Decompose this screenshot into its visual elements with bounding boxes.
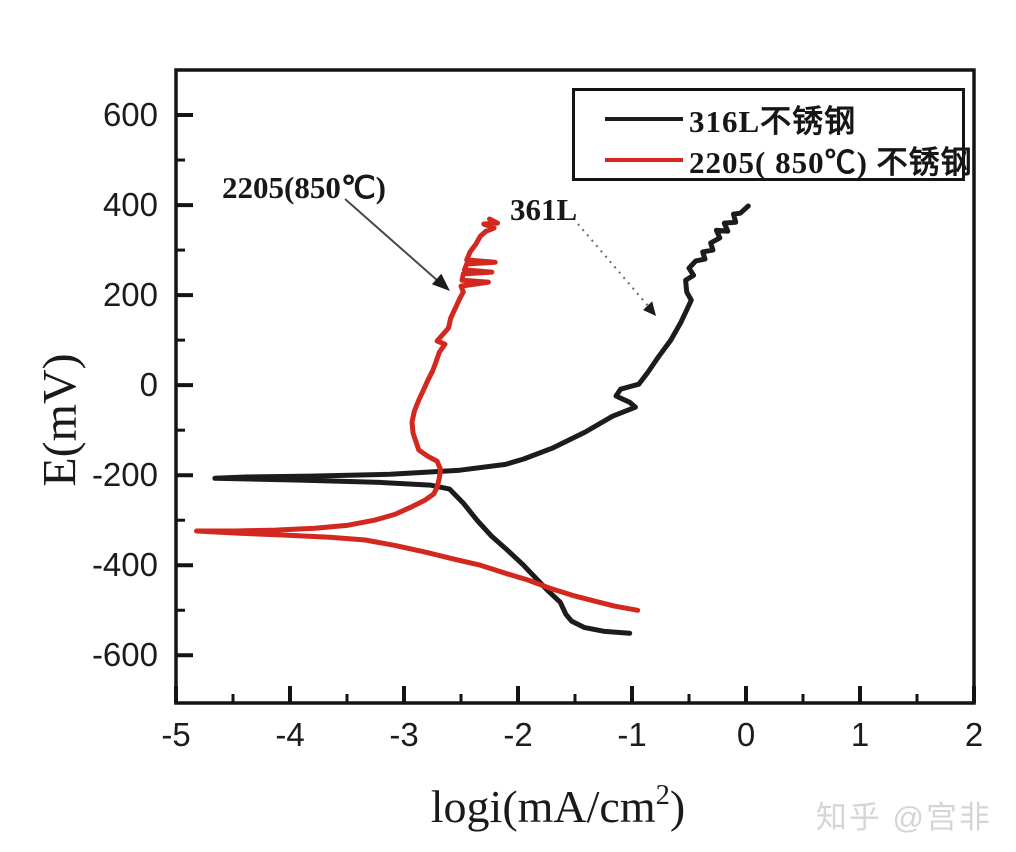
- x-tick-label: -5: [161, 716, 191, 753]
- annotation-arrow-361l: [577, 223, 656, 316]
- x-axis-title-main: logi(mA/cm: [430, 781, 656, 832]
- plot-frame: [174, 68, 976, 705]
- annotation-361l: 361L: [510, 192, 578, 227]
- x-tick-label: -4: [275, 716, 305, 753]
- x-tick-label: -1: [617, 716, 647, 753]
- legend-line-2205: [605, 157, 683, 162]
- annotation-2205: 2205(850℃): [222, 170, 386, 205]
- x-axis-title-sup: 2: [655, 779, 670, 811]
- x-tick-label: 2: [964, 716, 984, 753]
- watermark: 知乎 @宫非: [815, 800, 992, 835]
- x-tick-label: 0: [736, 716, 756, 753]
- y-tick-label: -600: [91, 636, 158, 674]
- y-tick-label: 400: [102, 186, 158, 224]
- legend: 316L不锈钢 2205( 850℃) 不锈钢: [572, 88, 972, 181]
- legend-row-316l: 316L不锈钢: [575, 98, 962, 139]
- y-axis-title: E(mV): [33, 353, 87, 487]
- y-tick-label: 0: [139, 366, 158, 404]
- x-axis-title-close: ): [669, 781, 686, 832]
- y-tick-label: -400: [91, 546, 158, 584]
- x-tick-label: -3: [389, 716, 419, 753]
- y-tick-label: 200: [102, 276, 158, 314]
- series-2205-curve: [194, 216, 641, 613]
- y-tick-label: -200: [91, 456, 158, 494]
- x-tick-label: -2: [503, 716, 533, 753]
- series-316l-curve: [212, 203, 751, 636]
- legend-label-316l: 316L不锈钢: [689, 104, 857, 139]
- legend-line-316l: [605, 116, 683, 121]
- annotation-arrow-2205: [344, 198, 450, 291]
- y-tick-label: 600: [102, 96, 158, 134]
- legend-row-2205: 2205( 850℃) 不锈钢: [575, 139, 972, 180]
- x-tick-label: 1: [850, 716, 870, 753]
- legend-label-2205: 2205( 850℃) 不锈钢: [689, 145, 973, 180]
- x-axis-title: logi(mA/cm2): [431, 780, 685, 833]
